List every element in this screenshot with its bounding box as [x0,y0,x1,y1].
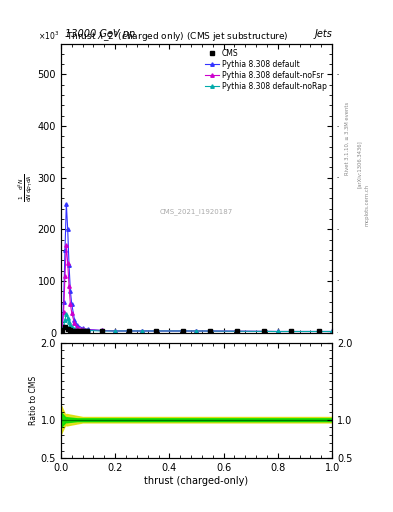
Line: CMS: CMS [61,326,320,333]
Pythia 8.308 default [194,328,199,334]
CMS [71,328,75,334]
Pythia 8.308 default-noRap [330,328,334,334]
X-axis label: thrust (charged-only): thrust (charged-only) [145,476,248,486]
Pythia 8.308 default-noRap [67,319,72,325]
Pythia 8.308 default-noRap [70,324,74,330]
Pythia 8.308 default-noRap [80,327,85,333]
CMS [76,328,81,334]
Pythia 8.308 default [275,328,280,334]
Pythia 8.308 default-noRap [65,315,70,321]
Pythia 8.308 default-noRap [75,327,79,333]
Text: $\times10^3$: $\times10^3$ [39,30,60,42]
Pythia 8.308 default-noRap [68,322,73,328]
Text: mcplots.cern.ch: mcplots.cern.ch [365,184,370,226]
Pythia 8.308 default-noFsr [61,309,66,315]
CMS [73,328,78,334]
Pythia 8.308 default [140,328,145,334]
Pythia 8.308 default [113,328,118,334]
Pythia 8.308 default [70,301,74,307]
Pythia 8.308 default [67,262,72,268]
Y-axis label: $\frac{1}{\mathrm{d}N}\frac{\mathrm{d}^2N}{\mathrm{d}p_\mathrm{T}\mathrm{d}\lamb: $\frac{1}{\mathrm{d}N}\frac{\mathrm{d}^2… [17,174,35,202]
Pythia 8.308 default [60,322,64,328]
Text: Jets: Jets [314,29,332,39]
Pythia 8.308 default [99,327,104,333]
Line: Pythia 8.308 default-noRap: Pythia 8.308 default-noRap [61,313,334,333]
Pythia 8.308 default-noRap [61,323,66,329]
CMS [126,328,131,334]
Pythia 8.308 default-noFsr [67,283,72,289]
Pythia 8.308 default [80,325,85,331]
CMS [316,328,321,334]
Pythia 8.308 default [68,288,73,294]
Pythia 8.308 default-noFsr [68,301,73,307]
Pythia 8.308 default [62,247,67,253]
Pythia 8.308 default-noFsr [99,327,104,333]
CMS [99,328,104,334]
CMS [68,327,73,333]
Pythia 8.308 default [75,322,79,328]
Legend: CMS, Pythia 8.308 default, Pythia 8.308 default-noFsr, Pythia 8.308 default-noRa: CMS, Pythia 8.308 default, Pythia 8.308 … [202,46,330,94]
Pythia 8.308 default-noFsr [75,324,79,330]
CMS [153,328,158,334]
CMS [65,326,70,332]
Pythia 8.308 default-noFsr [60,324,64,330]
Pythia 8.308 default-noFsr [72,320,77,326]
Pythia 8.308 default-noRap [72,326,77,332]
Pythia 8.308 default-noRap [62,316,67,323]
Pythia 8.308 default-noFsr [80,326,85,332]
Text: CMS_2021_I1920187: CMS_2021_I1920187 [160,208,233,215]
Pythia 8.308 default [72,316,77,323]
Pythia 8.308 default-noFsr [65,260,70,266]
Pythia 8.308 default [86,326,90,332]
Pythia 8.308 default-noRap [86,327,90,333]
Pythia 8.308 default-noFsr [275,328,280,334]
Text: Rivet 3.1.10, ≥ 3.3M events: Rivet 3.1.10, ≥ 3.3M events [345,101,350,175]
Pythia 8.308 default-noRap [60,328,64,334]
Pythia 8.308 default-noRap [113,328,118,334]
CMS [79,328,84,334]
Pythia 8.308 default-noFsr [70,310,74,316]
Pythia 8.308 default-noFsr [330,328,334,334]
Pythia 8.308 default-noRap [140,328,145,334]
Line: Pythia 8.308 default-noFsr: Pythia 8.308 default-noFsr [61,243,334,333]
Pythia 8.308 default-noRap [99,328,104,334]
Pythia 8.308 default [330,328,334,334]
Pythia 8.308 default-noFsr [64,242,69,248]
Pythia 8.308 default-noFsr [194,328,199,334]
CMS [208,328,212,334]
Pythia 8.308 default-noFsr [113,328,118,334]
Pythia 8.308 default [64,200,69,206]
CMS [82,328,86,334]
Text: [arXiv:1306.3436]: [arXiv:1306.3436] [357,140,362,188]
Pythia 8.308 default-noFsr [86,327,90,333]
Pythia 8.308 default-noRap [275,328,280,334]
Pythia 8.308 default-noFsr [62,273,67,279]
Pythia 8.308 default-noRap [64,311,69,317]
Text: Thrust $\lambda\_2^1$(charged only) (CMS jet substructure): Thrust $\lambda\_2^1$(charged only) (CMS… [66,29,289,44]
CMS [235,328,239,334]
Pythia 8.308 default-noRap [194,328,199,334]
Pythia 8.308 default [65,226,70,232]
Pythia 8.308 default [61,298,66,305]
Pythia 8.308 default-noFsr [140,328,145,334]
CMS [84,328,89,334]
CMS [262,328,266,334]
Line: Pythia 8.308 default: Pythia 8.308 default [61,202,334,333]
CMS [181,328,185,334]
Text: 13000 GeV pp: 13000 GeV pp [65,29,135,39]
CMS [60,327,64,333]
CMS [289,328,294,334]
Y-axis label: Ratio to CMS: Ratio to CMS [29,376,38,425]
CMS [62,324,67,330]
